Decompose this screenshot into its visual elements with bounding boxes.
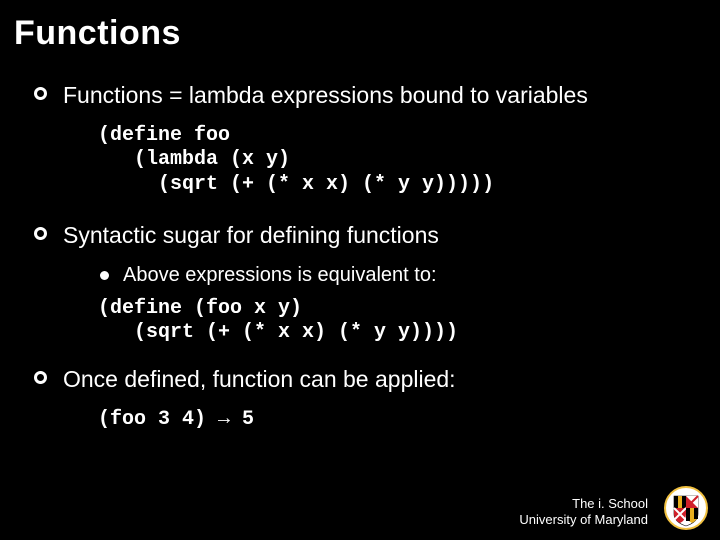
- code-block: (define foo (lambda (x y) (sqrt (+ (* x …: [98, 124, 700, 197]
- footer: The i. School University of Maryland: [519, 496, 648, 529]
- sub-bullet-item: Above expressions is equivalent to:: [100, 264, 700, 287]
- bullet-dot-icon: [100, 271, 109, 280]
- footer-line1: The i. School: [519, 496, 648, 512]
- bullet-ring-icon: [34, 227, 47, 240]
- bullet-text: Functions = lambda expressions bound to …: [63, 81, 588, 110]
- code-left: (foo 3 4): [98, 408, 218, 431]
- arrow-icon: →: [218, 408, 230, 432]
- slide-content: Functions = lambda expressions bound to …: [0, 53, 720, 433]
- umd-logo-icon: [664, 486, 708, 530]
- bullet-ring-icon: [34, 87, 47, 100]
- bullet-text: Once defined, function can be applied:: [63, 365, 456, 394]
- footer-line2: University of Maryland: [519, 512, 648, 528]
- slide-title: Functions: [0, 0, 720, 53]
- code-inline: (foo 3 4) → 5: [98, 408, 700, 432]
- bullet-ring-icon: [34, 371, 47, 384]
- bullet-text: Syntactic sugar for defining functions: [63, 221, 439, 250]
- code-block: (define (foo x y) (sqrt (+ (* x x) (* y …: [98, 297, 700, 346]
- bullet-item: Functions = lambda expressions bound to …: [34, 81, 700, 110]
- slide: Functions Functions = lambda expressions…: [0, 0, 720, 540]
- bullet-item: Once defined, function can be applied:: [34, 365, 700, 394]
- bullet-item: Syntactic sugar for defining functions: [34, 221, 700, 250]
- code-right: 5: [230, 408, 254, 431]
- sub-bullet-text: Above expressions is equivalent to:: [123, 264, 437, 287]
